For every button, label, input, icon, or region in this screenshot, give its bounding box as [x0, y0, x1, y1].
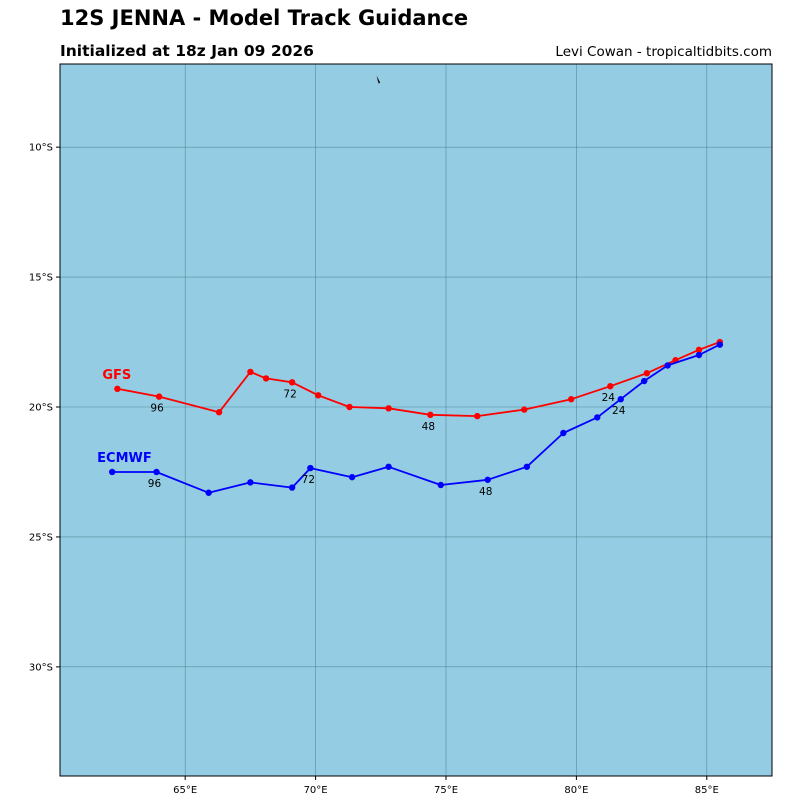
forecast-hour-label: 96	[148, 478, 162, 490]
track-point	[153, 468, 160, 476]
model-name-label: GFS	[102, 368, 131, 383]
track-point	[348, 473, 356, 481]
model-name-label: ECMWF	[97, 451, 152, 466]
forecast-hour-label: 96	[150, 403, 164, 415]
track-ecmwf: 24 48 72 96 ECMWF	[97, 341, 724, 498]
forecast-hour-label: 24	[602, 392, 616, 404]
track-point	[695, 346, 703, 354]
y-tick-label: 15°S	[29, 273, 53, 284]
credit-text: Levi Cowan - tropicaltidbits.com	[555, 44, 772, 60]
forecast-hour-label: 72	[302, 474, 315, 486]
forecast-hour-label: 24	[612, 405, 626, 417]
track-point	[474, 412, 481, 420]
track-line-gfs	[117, 341, 721, 417]
track-point	[523, 463, 531, 470]
forecast-hour-label: 48	[479, 486, 492, 498]
track-point	[437, 481, 444, 489]
track-point	[664, 362, 671, 369]
track-point	[427, 411, 434, 419]
track-point	[114, 385, 121, 393]
x-tick-label: 80°E	[564, 785, 588, 796]
track-point	[288, 379, 296, 386]
track-point	[247, 368, 254, 376]
track-line-ecmwf	[112, 343, 721, 494]
track-point	[215, 409, 223, 416]
track-point	[247, 479, 254, 486]
track-gfs: 24 48 72 96 GFS	[102, 338, 724, 433]
track-point	[594, 414, 601, 421]
track-point	[695, 351, 703, 359]
x-tick-label: 75°E	[434, 785, 458, 796]
island-landmass	[376, 75, 381, 84]
page-title: 12S JENNA - Model Track Guidance	[60, 6, 469, 30]
forecast-hour-label: 72	[283, 388, 296, 400]
y-tick-label: 30°S	[29, 662, 53, 673]
track-point	[346, 403, 353, 411]
graticule	[60, 64, 772, 776]
track-point	[567, 396, 575, 403]
x-tick-label: 65°E	[173, 785, 197, 796]
land-layer	[376, 75, 381, 84]
forecast-hour-label: 48	[422, 421, 435, 433]
track-point	[484, 476, 491, 483]
track-point	[560, 429, 567, 437]
axis-ticks: 65°E 70°E 75°E 80°E 85°E 10°S 15°S 20°S 25°S 30°S	[29, 143, 719, 796]
track-point	[607, 383, 614, 390]
track-point	[641, 377, 648, 385]
track-point	[385, 463, 392, 470]
x-tick-label: 70°E	[304, 785, 328, 796]
init-time-subtitle: Initialized at 18z Jan 09 2026	[60, 42, 314, 60]
track-point	[205, 489, 212, 496]
track-point	[288, 484, 296, 491]
track-point	[262, 375, 270, 382]
track-point	[314, 392, 322, 399]
track-point	[521, 406, 528, 413]
track-point	[617, 396, 624, 403]
track-point	[307, 464, 314, 472]
y-tick-label: 10°S	[29, 143, 53, 154]
track-point	[385, 405, 392, 412]
x-tick-label: 85°E	[695, 785, 719, 796]
track-point	[155, 393, 163, 400]
map-frame	[59, 63, 773, 777]
y-tick-label: 20°S	[29, 403, 53, 414]
track-point	[108, 468, 116, 476]
track-point	[716, 341, 724, 348]
track-point	[643, 370, 651, 377]
y-tick-label: 25°S	[29, 532, 53, 543]
ocean-background	[60, 64, 772, 776]
model-tracks: 24 48 72 96 GFS 24 48 72 96 ECMWF	[97, 338, 724, 498]
